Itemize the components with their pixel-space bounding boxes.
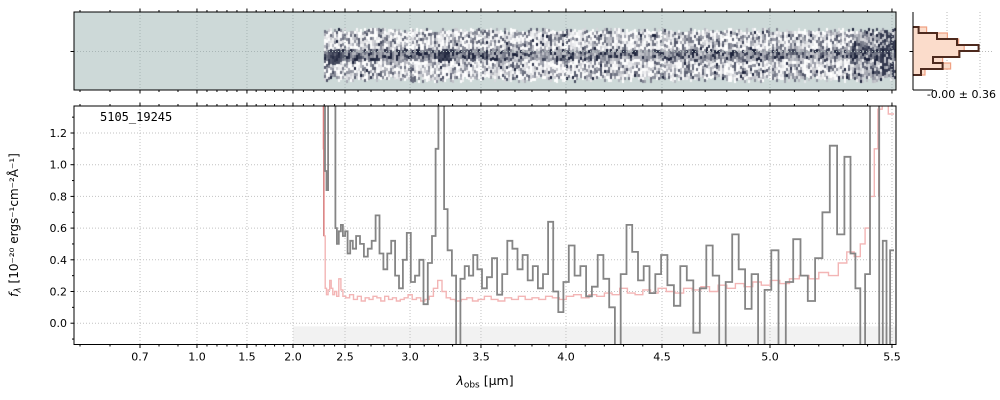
spec2d-panel	[70, 8, 897, 94]
y-tick-label: 0.0	[50, 317, 68, 330]
x-tick-label: 2.0	[284, 351, 302, 364]
below-zero-shading	[292, 326, 896, 345]
y-tick-label: 0.8	[50, 190, 68, 203]
y-tick-label: 1.0	[50, 159, 68, 172]
x-tick-label: 4.5	[653, 351, 671, 364]
x-tick-label: 3.0	[401, 351, 419, 364]
error-line	[322, 106, 894, 302]
residual-stats-label: -0.00 ± 0.36	[927, 88, 996, 101]
x-tick-label: 3.5	[472, 351, 490, 364]
spec1d-panel: 0.7 1.0 1.5 2.0 2.5 3.0 3.5 4.0 4.5 5.0 5.50.00.20…	[6, 102, 901, 391]
x-tick-label: 4.0	[557, 351, 575, 364]
residual-data-hist	[913, 26, 980, 76]
x-tick-label: 5.5	[883, 351, 901, 364]
axis-labels: λobs [μm] fλ [10⁻²⁰ ergs⁻¹cm⁻²Å⁻¹]	[6, 153, 514, 390]
x-tick-label: 5.0	[761, 351, 779, 364]
x-tick-label: 1.0	[188, 351, 206, 364]
y-axis-label: fλ [10⁻²⁰ ergs⁻¹cm⁻²Å⁻¹]	[6, 153, 24, 297]
object-id-label: 5105_19245	[100, 110, 172, 124]
main-grid	[74, 106, 896, 345]
x-tick-label: 2.5	[336, 351, 354, 364]
y-tick-label: 0.4	[50, 254, 68, 267]
generated-chart-layers: 0.7 1.0 1.5 2.0 2.5 3.0 3.5 4.0 4.5 5.0 5.50.00.20…	[6, 8, 993, 391]
residual-histogram-panel	[909, 12, 993, 91]
flux-line	[324, 106, 894, 345]
spectrum-series	[322, 106, 894, 345]
y-tick-label: 1.2	[50, 127, 68, 140]
x-axis-ticks: 0.7 1.0 1.5 2.0 2.5 3.0 3.5 4.0 4.5 5.0 5.5	[79, 102, 901, 364]
y-tick-label: 0.6	[50, 222, 68, 235]
y-tick-label: 0.2	[50, 286, 68, 299]
y-axis-ticks: 0.0 0.2 0.4 0.6 0.8 1.0 1.2	[50, 116, 74, 340]
x-tick-label: 0.7	[131, 351, 149, 364]
main-axes-frame	[73, 105, 897, 345]
residual-model-hist	[912, 26, 965, 76]
x-axis-label: λobs [μm]	[455, 373, 513, 391]
x-tick-label: 1.5	[238, 351, 256, 364]
